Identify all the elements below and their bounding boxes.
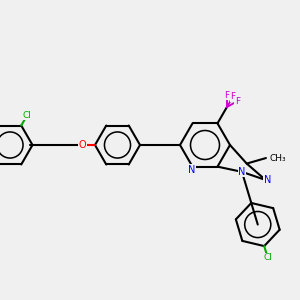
Text: Cl: Cl (263, 253, 272, 262)
Text: N: N (264, 175, 271, 185)
Text: N: N (188, 165, 195, 175)
Text: CH₃: CH₃ (270, 154, 286, 163)
Text: F: F (235, 97, 240, 106)
Text: F: F (224, 91, 230, 100)
Text: N: N (238, 167, 246, 177)
Text: O: O (79, 140, 86, 150)
Text: F: F (230, 92, 236, 101)
Text: Cl: Cl (23, 111, 32, 120)
